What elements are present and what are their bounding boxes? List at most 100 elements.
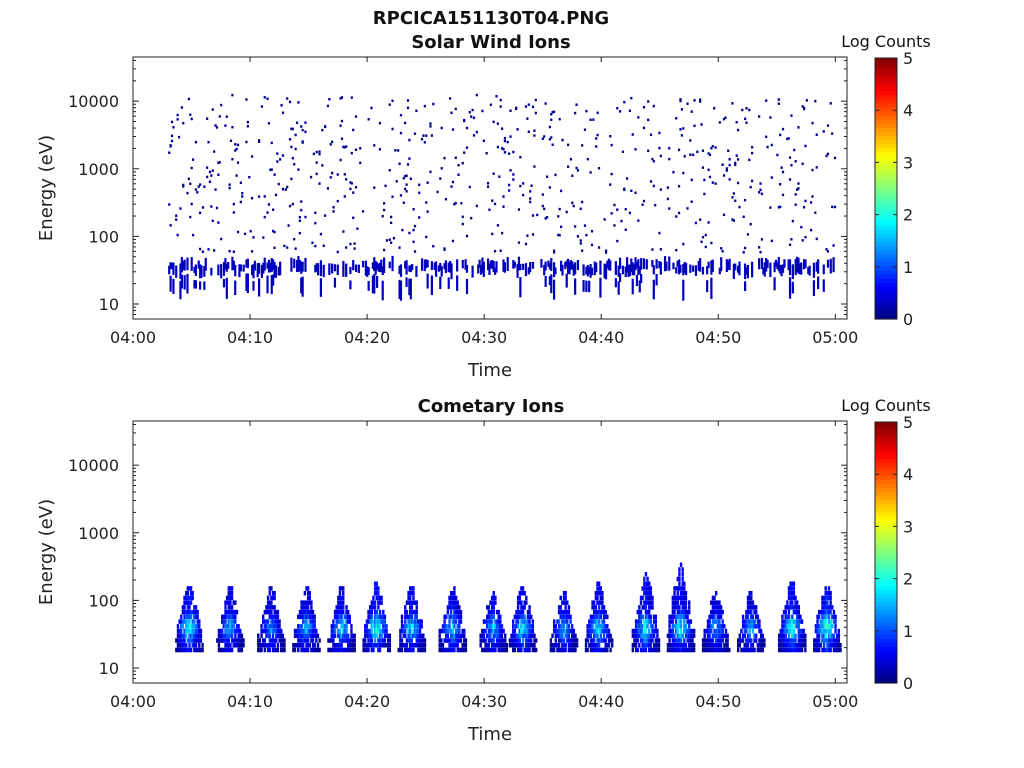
count-cell <box>272 229 275 233</box>
count-cell <box>567 609 571 615</box>
count-cell <box>544 276 547 287</box>
count-cell <box>556 628 559 634</box>
count-cell <box>314 221 317 225</box>
count-cell <box>373 274 376 294</box>
count-cell <box>395 180 398 183</box>
count-cell <box>638 624 641 629</box>
count-cell <box>634 257 637 271</box>
count-cell <box>461 259 464 269</box>
count-cell <box>604 614 607 620</box>
count-cell <box>596 595 599 601</box>
count-cell <box>410 600 414 605</box>
count-cell <box>722 117 726 121</box>
count-cell <box>326 187 330 190</box>
count-cell <box>831 605 834 610</box>
colorbar-segment <box>875 678 897 684</box>
count-cell <box>831 643 834 648</box>
count-cell <box>237 628 240 634</box>
count-cell <box>412 595 415 601</box>
count-cell <box>674 600 678 605</box>
count-cell <box>373 624 377 629</box>
count-cell <box>314 211 317 215</box>
count-cell <box>268 628 271 634</box>
count-cell <box>704 233 707 237</box>
count-cell <box>526 614 530 620</box>
count-cell <box>748 108 751 112</box>
count-cell <box>475 204 478 208</box>
count-cell <box>313 624 316 629</box>
colorbar-tick-label: 1 <box>903 258 913 277</box>
count-cell <box>297 647 300 653</box>
count-cell <box>281 638 285 643</box>
colorbar-segment <box>875 479 897 484</box>
count-cell <box>827 643 831 648</box>
count-cell <box>544 102 547 105</box>
count-cell <box>746 595 750 601</box>
count-cell <box>463 647 466 653</box>
count-cell <box>683 262 686 274</box>
count-cell <box>594 609 598 615</box>
count-cell <box>659 188 662 191</box>
count-cell <box>647 100 650 103</box>
count-cell <box>227 609 230 615</box>
count-cell <box>399 194 403 197</box>
count-cell <box>815 261 818 272</box>
count-cell <box>609 633 612 639</box>
count-cell <box>345 263 348 277</box>
count-cell <box>337 633 340 639</box>
count-cell <box>183 275 186 290</box>
count-cell <box>651 633 654 639</box>
count-cell <box>826 595 829 601</box>
count-cell <box>760 192 764 196</box>
count-cell <box>242 643 245 648</box>
count-cell <box>176 633 180 639</box>
count-cell <box>399 113 403 117</box>
count-cell <box>449 638 453 643</box>
count-cell <box>477 264 480 274</box>
count-cell <box>671 628 675 634</box>
count-cell <box>260 643 263 648</box>
count-cell <box>831 638 834 643</box>
colorbar-segment <box>875 491 897 497</box>
count-cell <box>423 259 426 272</box>
count-cell <box>648 590 651 596</box>
count-cell <box>666 633 670 639</box>
count-cell <box>791 647 794 653</box>
count-cell <box>210 267 213 276</box>
count-cell <box>654 638 657 643</box>
count-cell <box>822 638 826 643</box>
count-cell <box>504 647 507 653</box>
count-cell <box>726 633 729 639</box>
count-cell <box>199 281 202 290</box>
count-cell <box>176 113 179 117</box>
count-cell <box>672 170 675 174</box>
count-cell <box>413 633 417 639</box>
count-cell <box>305 624 308 629</box>
count-cell <box>449 609 453 615</box>
count-cell <box>628 211 632 215</box>
count-cell <box>353 643 356 648</box>
count-cell <box>319 260 323 277</box>
count-cell <box>789 628 792 634</box>
count-cell <box>298 231 301 235</box>
count-cell <box>471 108 474 112</box>
count-cell <box>448 628 451 634</box>
count-cell <box>178 628 181 634</box>
count-cell <box>748 619 751 624</box>
count-cell <box>568 261 571 275</box>
count-cell <box>456 638 459 643</box>
count-cell <box>515 624 518 629</box>
count-cell <box>281 633 285 639</box>
count-cell <box>178 647 181 653</box>
count-cell <box>456 275 459 291</box>
count-cell <box>743 246 747 250</box>
count-cell <box>430 275 433 295</box>
count-cell <box>699 258 702 272</box>
count-cell <box>786 638 789 643</box>
count-cell <box>176 628 180 634</box>
count-cell <box>721 250 724 253</box>
count-cell <box>658 261 661 269</box>
count-cell <box>526 609 530 615</box>
colorbar-tick-label: 4 <box>903 101 913 120</box>
count-cell <box>260 647 263 653</box>
